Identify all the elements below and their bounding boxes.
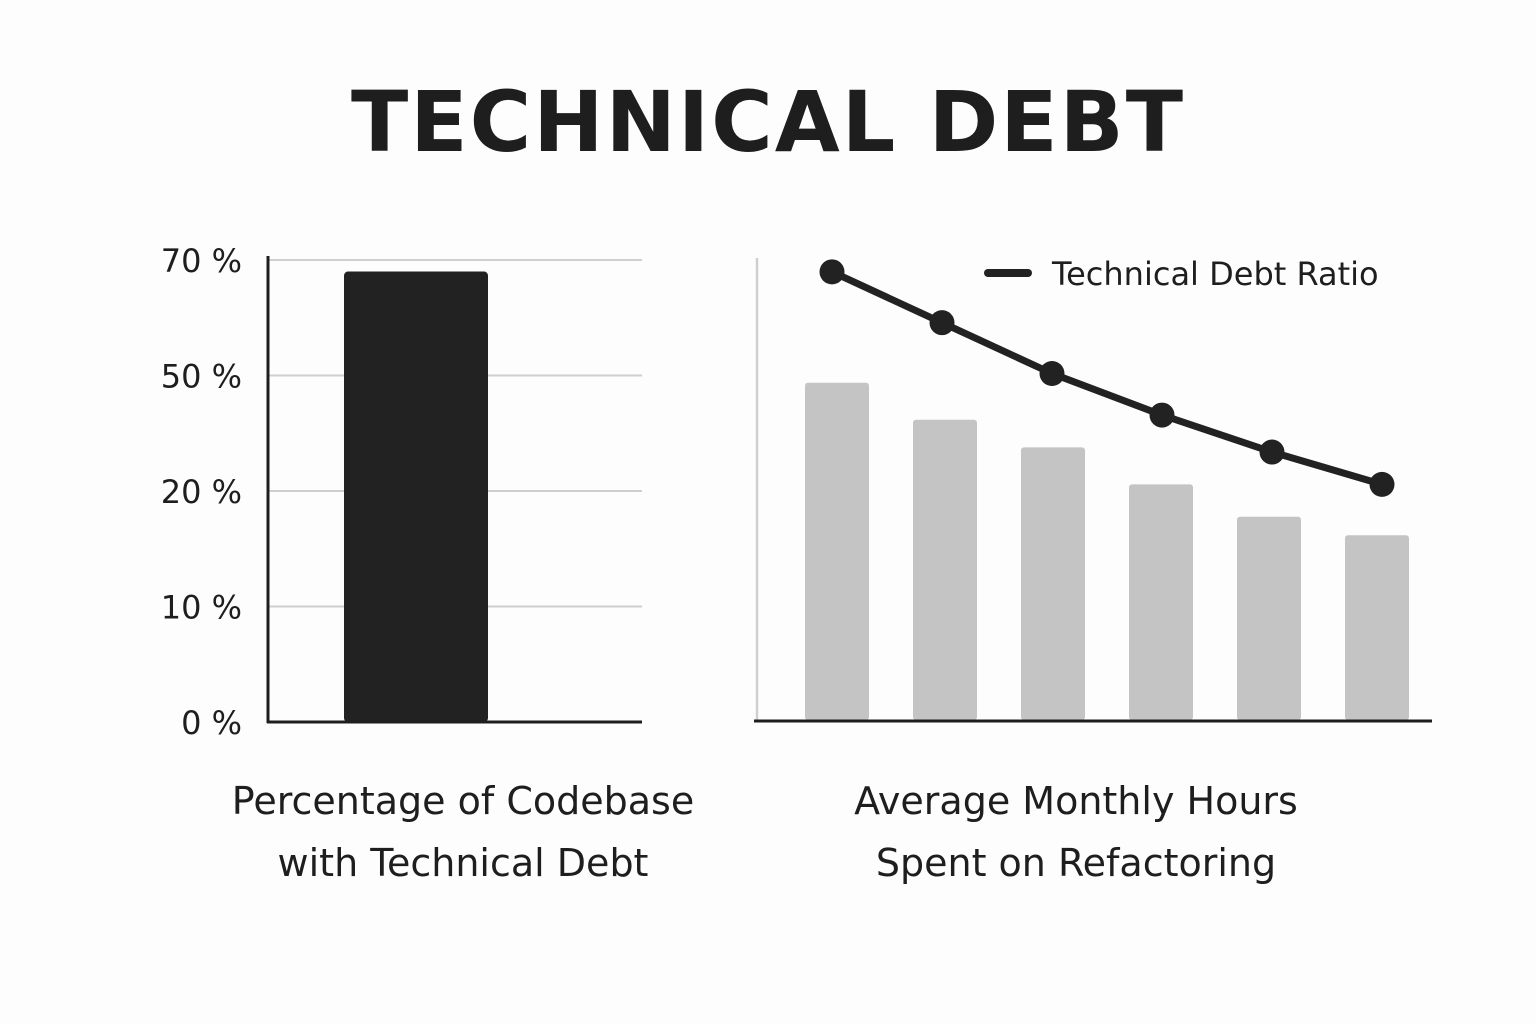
left-caption-line-1: Percentage of Codebase bbox=[231, 779, 695, 823]
data-point bbox=[1039, 361, 1065, 386]
data-point bbox=[929, 310, 955, 336]
left-caption-line-2: with Technical Debt bbox=[277, 841, 649, 885]
left-chart-caption: Percentage of Codebase with Technical De… bbox=[160, 770, 766, 894]
bar bbox=[1021, 447, 1085, 720]
right-caption-line-1: Average Monthly Hours bbox=[854, 779, 1298, 823]
bar bbox=[913, 419, 977, 720]
data-point bbox=[1369, 471, 1395, 497]
bar bbox=[1129, 484, 1193, 720]
data-point bbox=[819, 259, 845, 285]
y-tick-label: 10 % bbox=[161, 589, 242, 627]
y-tick-label: 50 % bbox=[161, 358, 242, 396]
technical-debt-ratio-line bbox=[828, 268, 1386, 488]
bar bbox=[1237, 516, 1301, 720]
left-bar-chart: 0 % 10 % 20 % 50 % 70 % bbox=[161, 242, 642, 742]
y-tick-label: 20 % bbox=[161, 473, 242, 511]
bar bbox=[805, 382, 869, 720]
y-tick-label: 70 % bbox=[161, 242, 242, 280]
figure-title: TECHNICAL DEBT bbox=[350, 73, 1186, 171]
data-point bbox=[1259, 439, 1285, 465]
right-combo-chart: Technical Debt Ratio bbox=[754, 255, 1432, 723]
bar bbox=[344, 271, 488, 722]
right-caption-line-2: Spent on Refactoring bbox=[875, 841, 1277, 885]
right-chart-caption: Average Monthly Hours Spent on Refactori… bbox=[776, 770, 1376, 894]
data-point bbox=[1149, 402, 1175, 428]
legend-label: Technical Debt Ratio bbox=[1051, 255, 1379, 293]
y-tick-label: 0 % bbox=[181, 704, 242, 742]
bar bbox=[1345, 535, 1409, 720]
